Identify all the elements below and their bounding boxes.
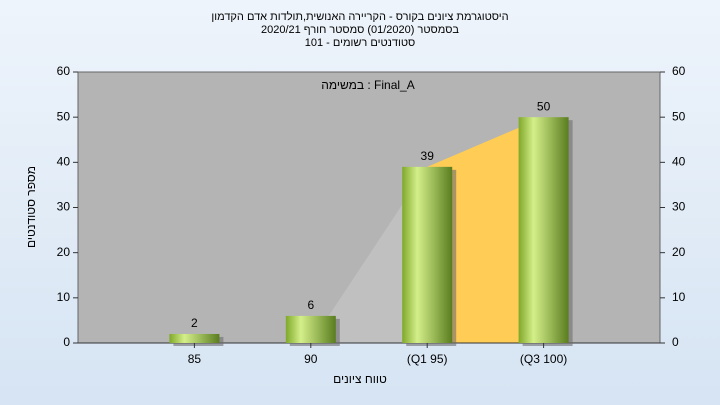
y-tick-label: 50 (57, 109, 71, 123)
title: היסטוגרמת ציונים בקורס - הקריירה האנושית… (211, 10, 508, 49)
value-label: 2 (191, 316, 198, 330)
y2-tick-label: 30 (672, 200, 686, 214)
x-tick-label: (Q1 95) (407, 352, 448, 366)
y2-tick-label: 50 (672, 109, 686, 123)
y-tick-label: 30 (57, 200, 71, 214)
x-tick-label: 90 (304, 352, 318, 366)
value-label: 39 (421, 149, 435, 163)
value-label: 50 (537, 99, 551, 113)
title-line: היסטוגרמת ציונים בקורס - הקריירה האנושית… (211, 10, 508, 23)
y-tick-label: 60 (57, 64, 71, 78)
title-line: סטודנטים רשומים - 101 (305, 37, 416, 49)
y2-tick-label: 0 (672, 335, 679, 349)
bar (402, 166, 453, 343)
title-line: בסמסטר (01/2020) סמסטר חורף 2020/21 (261, 24, 459, 36)
y2-tick-label: 20 (672, 245, 686, 259)
bar (518, 117, 569, 344)
area (427, 117, 544, 344)
annotation: במשימה : Final_A (321, 78, 415, 92)
area (310, 166, 428, 343)
bar (285, 315, 336, 343)
y2-tick-label: 40 (672, 155, 686, 169)
chart-layer: 0 10 20 30 40 50 60 0 10 20 30 40 50 60 2 85 6 90 39 (Q1 95… (57, 64, 686, 366)
y-tick-label: 10 (57, 290, 71, 304)
y-tick-label: 0 (63, 335, 70, 349)
value-label: 6 (307, 298, 314, 312)
y2-tick-label: 60 (672, 64, 686, 78)
x-axis-label: טווח ציונים (333, 372, 387, 386)
x-tick-label: 85 (188, 352, 202, 366)
y-tick-label: 20 (57, 245, 71, 259)
y2-tick-label: 10 (672, 290, 686, 304)
x-tick-label: (Q3 100) (520, 352, 567, 366)
y-tick-label: 40 (57, 155, 71, 169)
bar (169, 333, 220, 343)
y-axis-label: מספר סטודנטים (24, 166, 38, 248)
